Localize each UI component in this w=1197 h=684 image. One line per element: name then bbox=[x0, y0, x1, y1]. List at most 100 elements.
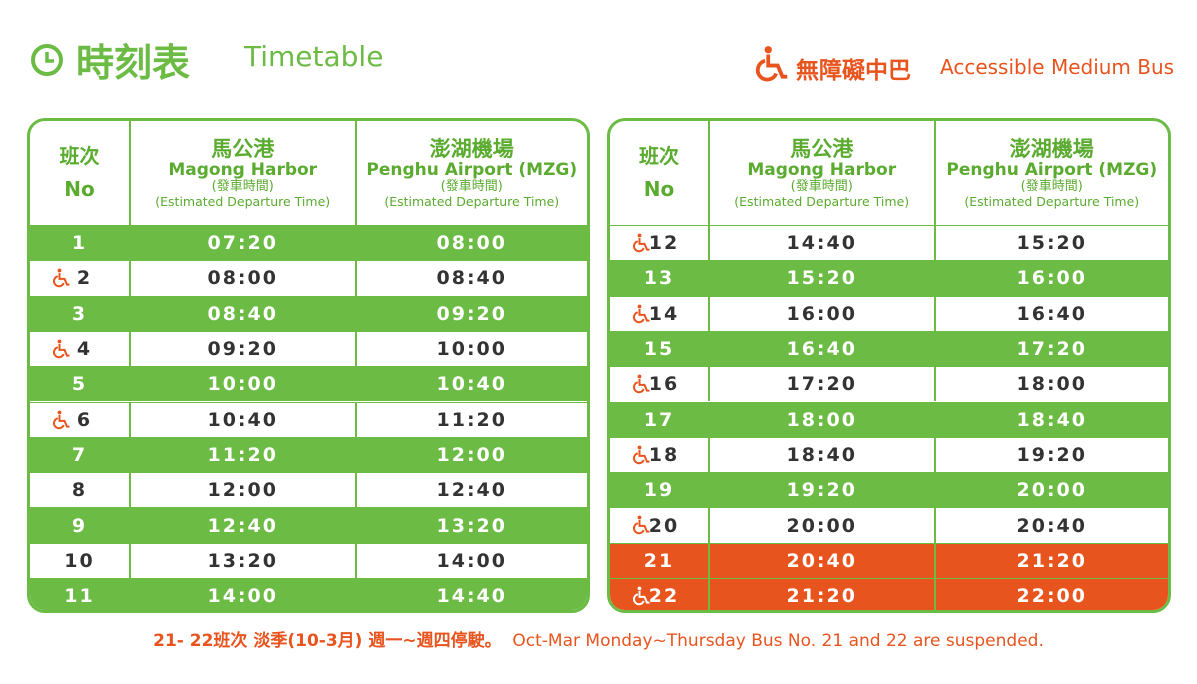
header-line: (Estimated Departure Time) bbox=[384, 194, 560, 210]
header-cell: 馬公港 Magong Harbor (發車時間) (Estimated Departu… bbox=[710, 121, 936, 225]
table-row: 16 17:20 18:00 bbox=[610, 366, 1168, 402]
bus-number: 20 bbox=[648, 514, 680, 537]
table-cell: 14:00 bbox=[357, 544, 588, 578]
table-cell: 2 bbox=[30, 261, 131, 296]
bus-number: 6 bbox=[76, 408, 93, 431]
table-cell: 22:00 bbox=[936, 579, 1168, 610]
bus-number: 12 bbox=[648, 232, 680, 255]
header-line: 班次 bbox=[638, 144, 679, 168]
departure-time: 12:00 bbox=[207, 479, 278, 502]
departure-time: 09:20 bbox=[436, 302, 507, 325]
table-cell: 10:00 bbox=[357, 332, 588, 366]
note: 21- 22班次 淡季(10-3月) 週一~週四停駛。 Oct-Mar Mond… bbox=[0, 626, 1197, 651]
accessible-icon bbox=[633, 374, 650, 394]
table-cell: 18:00 bbox=[710, 402, 936, 437]
table-cell: 17:20 bbox=[710, 367, 936, 402]
table-cell: 15:20 bbox=[710, 261, 936, 296]
table-cell: 07:20 bbox=[131, 226, 357, 261]
table-row: 22 21:20 22:00 bbox=[610, 578, 1168, 610]
bus-number: 11 bbox=[64, 585, 95, 608]
table-cell: 10:00 bbox=[131, 367, 357, 402]
table-row: 11 14:00 14:40 bbox=[30, 578, 588, 610]
departure-time: 19:20 bbox=[1016, 443, 1087, 466]
table-cell: 10:40 bbox=[357, 367, 588, 401]
departure-time: 21:20 bbox=[786, 585, 857, 608]
departure-time: 07:20 bbox=[207, 232, 278, 255]
header-line: 班次 bbox=[59, 144, 100, 168]
departure-time: 22:00 bbox=[1016, 585, 1087, 608]
departure-time: 15:20 bbox=[1016, 232, 1087, 255]
header-line: (發車時間) bbox=[440, 179, 503, 195]
table-cell: 4 bbox=[30, 331, 131, 367]
table-cell: 08:40 bbox=[131, 296, 357, 331]
table-cell: 12:40 bbox=[131, 508, 357, 543]
table-cell: 08:40 bbox=[357, 261, 588, 295]
header-cell: 澎湖機場 Penghu Airport (MZG) (發車時間) (Estimated… bbox=[357, 121, 588, 225]
table-cell: 13:20 bbox=[131, 543, 357, 578]
table-cell: 13 bbox=[610, 261, 710, 296]
clock-icon bbox=[31, 44, 63, 76]
table-cell: 11:20 bbox=[357, 403, 588, 437]
title-en: Timetable bbox=[244, 40, 384, 73]
departure-time: 14:00 bbox=[207, 585, 278, 608]
table-row: 3 08:40 09:20 bbox=[30, 295, 587, 331]
table-cell: 14:40 bbox=[710, 226, 936, 261]
table-cell: 20:00 bbox=[936, 473, 1168, 507]
bus-number: 15 bbox=[643, 338, 675, 361]
bus-number: 16 bbox=[648, 373, 680, 396]
bus-number: 22 bbox=[648, 585, 680, 608]
bus-number: 2 bbox=[76, 267, 93, 290]
accessible-icon bbox=[633, 586, 650, 606]
table-row: 20 20:00 20:40 bbox=[610, 507, 1168, 543]
departure-time: 21:20 bbox=[1016, 549, 1087, 572]
title-zh: 時刻表 bbox=[76, 41, 191, 85]
table-row: 18 18:40 19:20 bbox=[610, 436, 1168, 473]
table-cell: 18:40 bbox=[936, 403, 1168, 437]
table-cell: 21:20 bbox=[936, 544, 1168, 578]
header-cell: 班次 No bbox=[610, 121, 710, 225]
table-row: 8 12:00 12:40 bbox=[30, 472, 588, 508]
table-cell: 14 bbox=[610, 296, 710, 331]
departure-time: 13:20 bbox=[436, 514, 507, 537]
table-cell: 10 bbox=[30, 543, 131, 578]
bus-number: 7 bbox=[71, 443, 88, 466]
bus-number: 4 bbox=[76, 338, 93, 361]
bus-number: 8 bbox=[71, 479, 88, 502]
bus-number: 10 bbox=[64, 549, 95, 572]
header-line: (發車時間) bbox=[211, 179, 274, 195]
header-line: 馬公港 bbox=[790, 136, 854, 161]
header-cell: 班次 No bbox=[30, 121, 131, 225]
table-cell: 10:40 bbox=[131, 402, 357, 437]
departure-time: 20:00 bbox=[1016, 479, 1087, 502]
table-row: 17 18:00 18:40 bbox=[610, 401, 1168, 437]
header-line: 澎湖機場 bbox=[429, 136, 514, 161]
table-cell: 14:40 bbox=[357, 579, 588, 610]
departure-time: 13:20 bbox=[207, 549, 278, 572]
bus-number: 1 bbox=[71, 232, 88, 255]
departure-time: 11:20 bbox=[436, 408, 507, 431]
departure-time: 18:00 bbox=[1016, 373, 1087, 396]
table-cell: 19:20 bbox=[710, 473, 936, 508]
table-cell: 5 bbox=[30, 367, 131, 402]
table-cell: 12:40 bbox=[357, 473, 588, 507]
table-row: 12 14:40 15:20 bbox=[610, 225, 1168, 261]
table-cell: 22 bbox=[610, 579, 710, 610]
table-row: 15 16:40 17:20 bbox=[610, 330, 1168, 367]
table-cell: 16:40 bbox=[936, 297, 1168, 331]
departure-time: 16:00 bbox=[1016, 267, 1087, 290]
departure-time: 10:40 bbox=[436, 373, 507, 396]
table-row: 13 15:20 16:00 bbox=[610, 260, 1168, 296]
table-row: 1 07:20 08:00 bbox=[30, 225, 587, 261]
table-cell: 16:40 bbox=[710, 331, 936, 367]
departure-time: 10:00 bbox=[207, 373, 278, 396]
accessible-icon bbox=[633, 233, 650, 253]
header-line: No bbox=[643, 177, 675, 201]
table-cell: 16:00 bbox=[936, 261, 1168, 295]
bus-number: 21 bbox=[643, 549, 675, 572]
header-line: (Estimated Departure Time) bbox=[964, 194, 1140, 210]
header-line: (發車時間) bbox=[790, 179, 853, 195]
timetable-right: 班次 No 馬公港 Magong Harbor (發車時間) (Estimated Dep… bbox=[607, 118, 1171, 613]
table-cell: 16 bbox=[610, 367, 710, 402]
header-line: (Estimated Departure Time) bbox=[155, 194, 331, 210]
departure-time: 08:00 bbox=[207, 267, 278, 290]
